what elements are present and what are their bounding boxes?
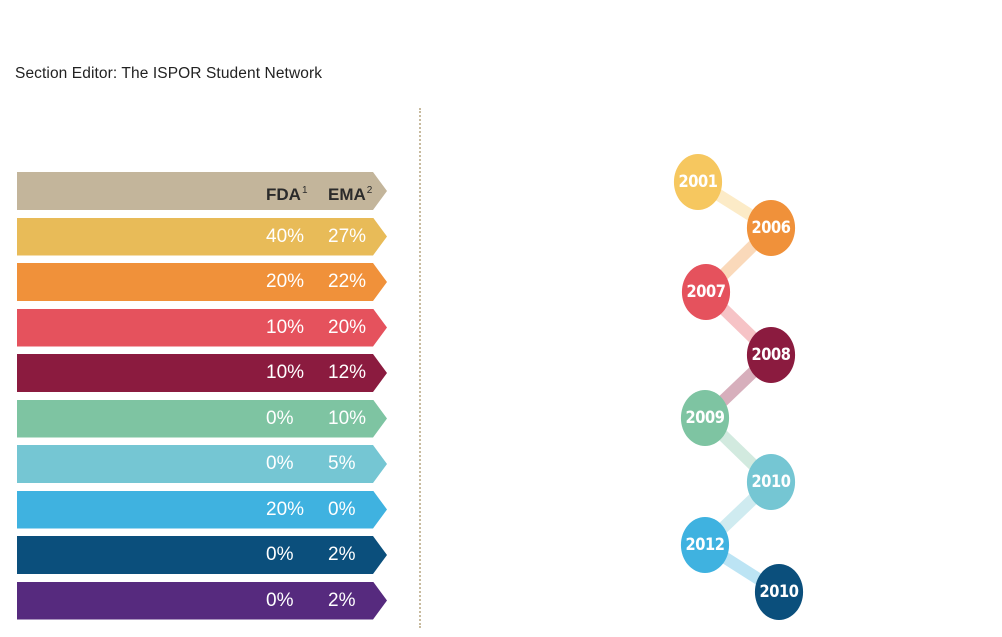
fda-column-header: FDA1: [266, 185, 308, 204]
timeline-year: 2012: [685, 535, 725, 555]
table-header-row: FDA1 EMA2: [17, 172, 387, 210]
fda-value: 0%: [266, 589, 294, 611]
ema-column-header: EMA2: [328, 185, 373, 204]
dotted-divider: [419, 108, 421, 628]
table-row: 0% 5%: [17, 445, 387, 483]
table-row: 40% 27%: [17, 218, 387, 256]
table-row: 0% 2%: [17, 582, 387, 620]
fda-value: 20%: [266, 271, 305, 292]
fda-value: 10%: [266, 362, 305, 383]
timeline-node: 2010: [746, 454, 796, 510]
timeline-node: 2006: [746, 200, 796, 256]
section-editor-line: Section Editor: The ISPOR Student Networ…: [15, 65, 323, 82]
timeline-year: 2009: [685, 408, 725, 428]
table-row: 10% 20%: [17, 309, 387, 347]
timeline-year: 2001: [678, 172, 718, 192]
table-row: 20% 0%: [17, 491, 387, 529]
ema-value: 10%: [328, 407, 367, 429]
timeline-node: 2008: [746, 327, 796, 383]
timeline-year: 2010: [759, 582, 799, 602]
fda-value: 0%: [266, 544, 294, 565]
timeline-year: 2006: [751, 218, 791, 238]
table-row: 10% 12%: [17, 354, 387, 392]
timeline-year: 2010: [751, 472, 791, 492]
ema-value: 2%: [328, 589, 356, 611]
fda-value: 10%: [266, 316, 305, 338]
ema-value: 12%: [328, 362, 367, 383]
fda-value: 0%: [266, 453, 294, 474]
fda-value: 20%: [266, 498, 305, 520]
table-row: 20% 22%: [17, 263, 387, 301]
fda-value: 0%: [266, 407, 294, 429]
ema-value: 0%: [328, 498, 356, 520]
ema-value: 27%: [328, 225, 367, 247]
fda-value: 40%: [266, 225, 305, 247]
timeline-year: 2008: [751, 345, 791, 365]
timeline-node: 2007: [681, 264, 731, 320]
timeline-node: 2010: [754, 564, 804, 620]
timeline-year: 2007: [686, 282, 726, 302]
table-row: 0% 10%: [17, 400, 387, 438]
ema-value: 2%: [328, 544, 356, 565]
timeline-node: 2012: [680, 517, 730, 573]
table-row: 0% 2%: [17, 536, 387, 574]
ema-value: 20%: [328, 316, 367, 338]
timeline-node: 2001: [673, 154, 723, 210]
ema-value: 5%: [328, 453, 356, 474]
timeline-node: 2009: [680, 390, 730, 446]
ema-value: 22%: [328, 271, 367, 292]
